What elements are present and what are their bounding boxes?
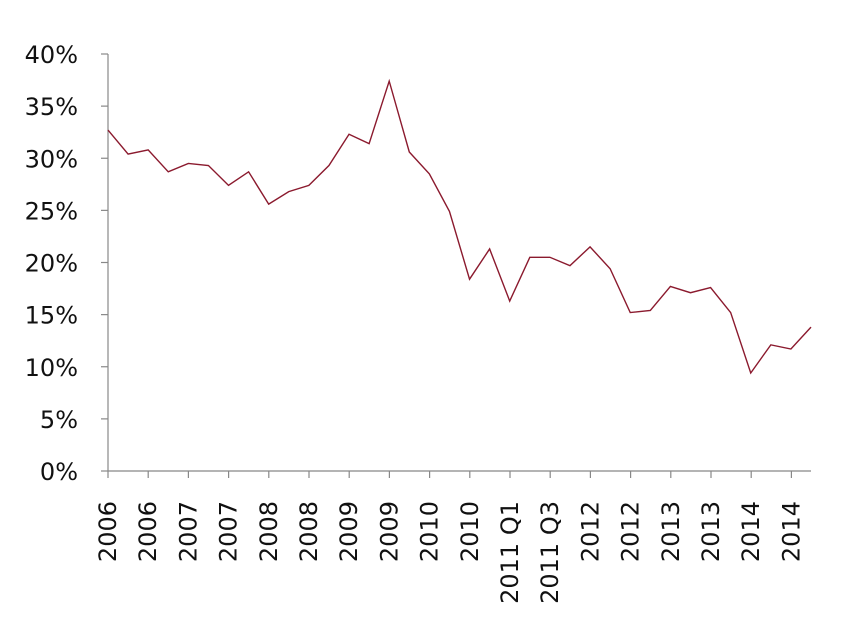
x-tick-label: 2013 [697,501,725,562]
x-tick-label: 2010 [456,501,484,562]
y-tick-label: 25% [25,197,78,225]
x-tick-label: 2007 [215,501,243,562]
x-tick-label: 2009 [335,501,363,562]
x-axis: 2006 2006 2007 2007 2008 2008 2009 2009 2010 2010… [94,470,811,604]
x-tick-label: 2008 [295,501,323,562]
y-tick-label: 15% [25,302,78,330]
y-tick-label: 0% [40,458,78,486]
x-tick-label: 2011 Q1 [496,501,524,604]
x-tick-label: 2013 [657,501,685,562]
x-tick-label: 2014 [737,501,765,562]
y-tick-label: 40% [25,41,78,69]
series-line [107,78,812,375]
y-tick-label: 5% [40,406,78,434]
x-tick-label: 2010 [416,501,444,562]
y-tick-label: 10% [25,354,78,382]
y-tick-label: 20% [25,250,78,278]
x-tick-label: 2008 [255,501,283,562]
x-tick-label: 2012 [617,501,645,562]
x-tick-label: 2006 [94,501,122,562]
y-tick-label: 35% [25,93,78,121]
y-tick-label: 30% [25,145,78,173]
x-tick-label: 2011 Q3 [536,501,564,604]
x-tick-label: 2007 [174,501,202,562]
y-axis: 0% 5% 10% 15% 20% 25% 30% 35% 40% [25,41,109,486]
x-tick-label: 2009 [375,501,403,562]
x-tick-label: 2012 [576,501,604,562]
x-tick-label: 2006 [134,501,162,562]
series-group [107,78,812,375]
x-tick-label: 2014 [777,501,805,562]
